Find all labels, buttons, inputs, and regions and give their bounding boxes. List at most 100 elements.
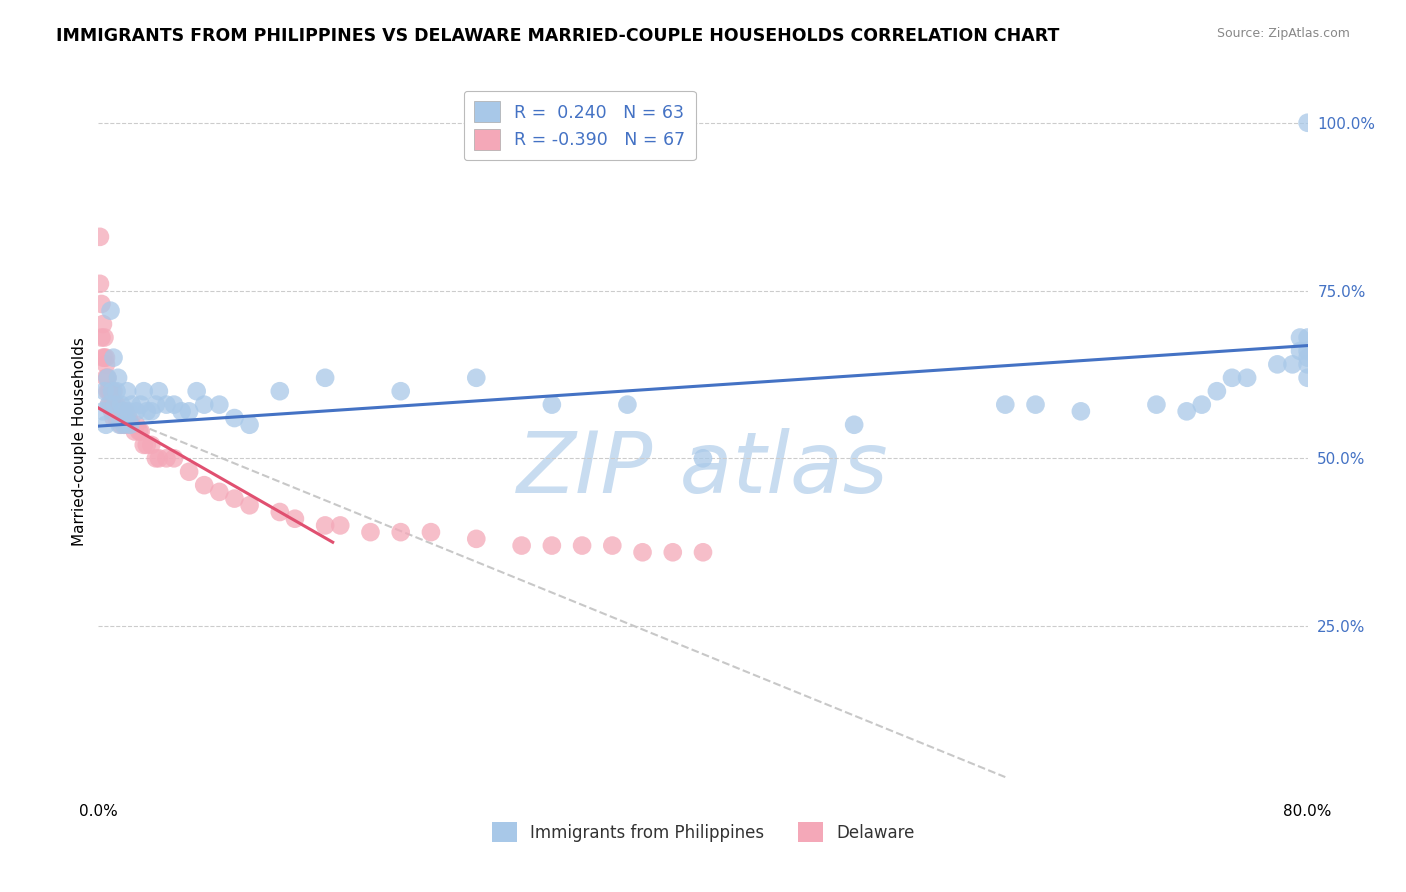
Point: [148, 451, 170, 466]
Point: [145, 398, 167, 412]
Point: [121, 417, 143, 432]
Point: [111, 411, 134, 425]
Legend: Immigrants from Philippines, Delaware: Immigrants from Philippines, Delaware: [485, 815, 921, 849]
Point: [108, 417, 131, 432]
Point: [170, 404, 193, 418]
Point: [111, 404, 134, 418]
Point: [1206, 384, 1229, 399]
Point: [193, 398, 215, 412]
Point: [101, 404, 124, 418]
Point: [118, 404, 141, 418]
Point: [101, 384, 124, 399]
Point: [128, 425, 150, 439]
Point: [107, 371, 129, 385]
Point: [132, 384, 155, 399]
Point: [616, 398, 638, 412]
Point: [1281, 357, 1303, 371]
Point: [1024, 398, 1046, 412]
Point: [132, 438, 155, 452]
Point: [135, 438, 157, 452]
Point: [91, 404, 114, 418]
Y-axis label: Married-couple Households: Married-couple Households: [72, 337, 87, 546]
Point: [125, 404, 148, 418]
Point: [155, 398, 177, 412]
Point: [89, 230, 111, 244]
Point: [692, 451, 714, 466]
Point: [208, 398, 231, 412]
Point: [1296, 330, 1319, 344]
Point: [389, 384, 412, 399]
Point: [110, 417, 132, 432]
Point: [112, 417, 135, 432]
Point: [93, 351, 115, 365]
Point: [1289, 330, 1312, 344]
Point: [1236, 371, 1258, 385]
Point: [465, 371, 488, 385]
Text: IMMIGRANTS FROM PHILIPPINES VS DELAWARE MARRIED-COUPLE HOUSEHOLDS CORRELATION CH: IMMIGRANTS FROM PHILIPPINES VS DELAWARE …: [56, 27, 1060, 45]
Point: [1296, 116, 1319, 130]
Point: [145, 451, 167, 466]
Point: [96, 384, 118, 399]
Point: [94, 351, 117, 365]
Point: [90, 330, 112, 344]
Point: [465, 532, 488, 546]
Point: [108, 404, 131, 418]
Point: [186, 384, 208, 399]
Text: Source: ZipAtlas.com: Source: ZipAtlas.com: [1216, 27, 1350, 40]
Point: [90, 297, 112, 311]
Point: [155, 451, 177, 466]
Point: [110, 404, 132, 418]
Point: [224, 491, 246, 506]
Point: [692, 545, 714, 559]
Point: [269, 384, 291, 399]
Point: [224, 411, 246, 425]
Point: [269, 505, 291, 519]
Point: [98, 398, 121, 412]
Point: [96, 371, 118, 385]
Point: [100, 398, 122, 412]
Point: [98, 384, 121, 399]
Point: [389, 525, 412, 540]
Point: [114, 411, 136, 425]
Point: [1175, 404, 1198, 418]
Point: [179, 465, 201, 479]
Point: [360, 525, 382, 540]
Point: [844, 417, 866, 432]
Point: [105, 411, 128, 425]
Point: [1296, 343, 1319, 358]
Point: [193, 478, 215, 492]
Point: [103, 411, 125, 425]
Point: [96, 371, 118, 385]
Point: [93, 330, 115, 344]
Point: [1296, 351, 1319, 365]
Point: [115, 384, 138, 399]
Point: [540, 539, 562, 553]
Point: [103, 384, 125, 399]
Point: [148, 384, 170, 399]
Point: [112, 417, 135, 432]
Point: [141, 438, 163, 452]
Point: [1296, 371, 1319, 385]
Point: [314, 371, 336, 385]
Point: [129, 425, 152, 439]
Point: [103, 398, 125, 412]
Point: [120, 417, 142, 432]
Point: [1191, 398, 1213, 412]
Point: [329, 518, 352, 533]
Point: [208, 484, 231, 499]
Point: [141, 404, 163, 418]
Point: [163, 451, 186, 466]
Point: [540, 398, 562, 412]
Point: [631, 545, 654, 559]
Point: [107, 411, 129, 425]
Point: [101, 398, 124, 412]
Point: [91, 351, 114, 365]
Point: [118, 411, 141, 425]
Point: [93, 384, 115, 399]
Point: [98, 398, 121, 412]
Point: [284, 512, 307, 526]
Point: [179, 404, 201, 418]
Point: [994, 398, 1017, 412]
Point: [115, 417, 138, 432]
Point: [94, 417, 117, 432]
